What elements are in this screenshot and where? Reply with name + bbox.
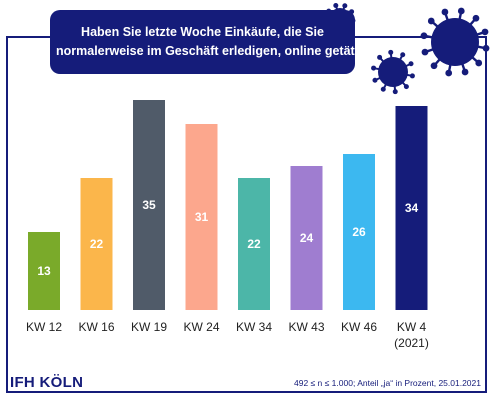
bar-kw-34 [238, 178, 270, 310]
value-label: 26 [352, 225, 366, 239]
category-label: KW 34 [236, 320, 272, 334]
brand-logo: IFH KÖLN [10, 374, 84, 391]
bar-kw-4 [395, 106, 428, 310]
bar-kw-12 [28, 232, 60, 310]
value-label: 34 [405, 201, 419, 215]
bar-group [28, 100, 428, 310]
value-label: 22 [247, 237, 261, 251]
category-label: KW 24 [183, 320, 219, 334]
category-label: KW 43 [288, 320, 324, 334]
category-sublabel: (2021) [394, 336, 429, 350]
bar-kw-46 [343, 154, 375, 310]
chart-title-line-1: Haben Sie letzte Woche Einkäufe, die Sie [81, 25, 324, 39]
value-label: 24 [300, 231, 314, 245]
footnote: 492 ≤ n ≤ 1.000; Anteil „ja“ in Prozent,… [293, 378, 481, 388]
category-label: KW 19 [131, 320, 167, 334]
category-label-group: KW 12 KW 16 KW 19 KW 24 KW 34 KW 43 KW 46 KW 4 (… [26, 320, 429, 350]
bar-kw-19 [133, 100, 165, 310]
value-label-group: 13 22 35 31 22 24 26 34 [37, 198, 418, 278]
chart-title-line-2: normalerweise im Geschäft erledigen, onl… [56, 44, 378, 58]
coronavirus-icon-large [420, 7, 490, 77]
chart-title: Haben Sie letzte Woche Einkäufe, die Sie… [50, 10, 378, 74]
category-label: KW 12 [26, 320, 62, 334]
coronavirus-icon-medium [371, 49, 415, 95]
bar-kw-16 [80, 178, 113, 310]
bar-kw-43 [290, 166, 323, 310]
category-label: KW 4 [397, 320, 427, 334]
value-label: 22 [90, 237, 104, 251]
value-label: 31 [195, 210, 209, 224]
value-label: 35 [142, 198, 156, 212]
category-label: KW 16 [78, 320, 114, 334]
bar-kw-24 [185, 124, 218, 310]
value-label: 13 [37, 264, 51, 278]
category-label: KW 46 [341, 320, 377, 334]
